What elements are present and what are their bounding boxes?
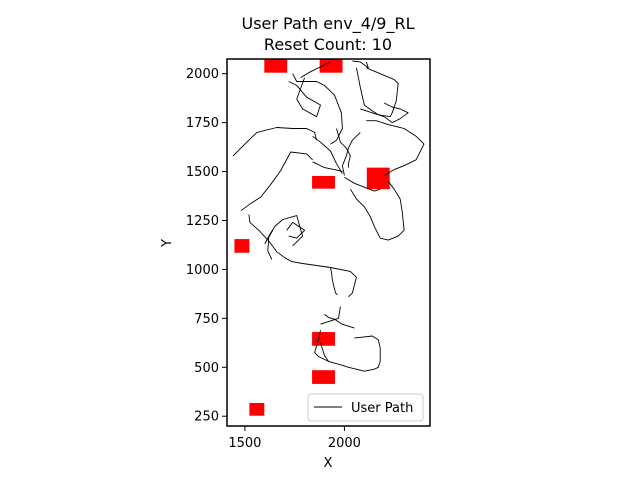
y-tick-label: 1000 [186,263,219,278]
user-path-segment-20 [341,132,361,176]
user-path-segment-25 [314,330,381,372]
user-path-segment-15 [300,61,331,78]
obstacle-marker-5 [234,239,250,253]
user-path-segment-18 [360,102,409,124]
obstacle-marker-2 [319,59,343,73]
y-axis-label: Y [160,239,175,248]
user-path-segment-24 [312,161,343,172]
x-tick-label: 1500 [228,436,261,451]
user-path-segment-7 [288,222,306,239]
obstacle-marker-3 [312,175,335,189]
y-tick-label: 2000 [186,67,219,82]
x-tick-label: 2000 [328,436,361,451]
y-tick-label: 750 [194,312,219,327]
user-path-segment-2 [330,267,338,296]
user-path-segment-4 [248,214,331,268]
user-path-segment-21 [336,128,351,168]
user-path-segment-12 [292,73,343,145]
user-path-segment-27 [320,342,329,362]
axes-frame [226,58,431,427]
user-path-segment-6 [264,215,304,247]
user-path-segment-11 [312,135,343,174]
x-axis: 1500 2000 [228,426,361,451]
y-tick-label: 250 [194,410,219,425]
y-tick-label: 500 [194,361,219,376]
x-axis-label: X [324,456,333,471]
y-tick-label: 1500 [186,165,219,180]
user-path-segment-22 [344,177,381,192]
user-path-segment-3 [330,267,357,298]
user-path-segment-19 [366,120,425,176]
obstacle-marker-7 [312,370,335,384]
obstacle-marker-6 [312,332,335,346]
user-path-segment-17 [355,67,399,118]
user-path-segment-14 [296,77,306,100]
obstacle-marker-8 [249,403,265,416]
y-axis: 250 500 750 1000 1250 1500 1750 2000 [186,67,227,425]
user-path-segment-8 [286,222,294,231]
chart-title-line2: Reset Count: 10 [264,35,392,54]
y-tick-label: 1250 [186,214,219,229]
obstacle-marker-1 [264,59,288,73]
user-path-segment-1 [320,306,341,325]
user-path-segment-13 [288,81,321,118]
legend-box [307,393,424,422]
user-path-segment-26 [324,314,355,329]
plot-area [232,59,425,416]
y-tick-label: 1750 [186,116,219,131]
legend-label: User Path [351,401,413,416]
user-path-segment-16 [352,60,369,69]
user-path-segment-10 [232,127,318,157]
user-path-segment-23 [350,181,405,241]
obstacle-marker-4 [366,167,390,190]
user-path-segment-9 [240,151,313,212]
legend: User Path [307,393,424,422]
chart-title-line1: User Path env_4/9_RL [241,14,414,34]
